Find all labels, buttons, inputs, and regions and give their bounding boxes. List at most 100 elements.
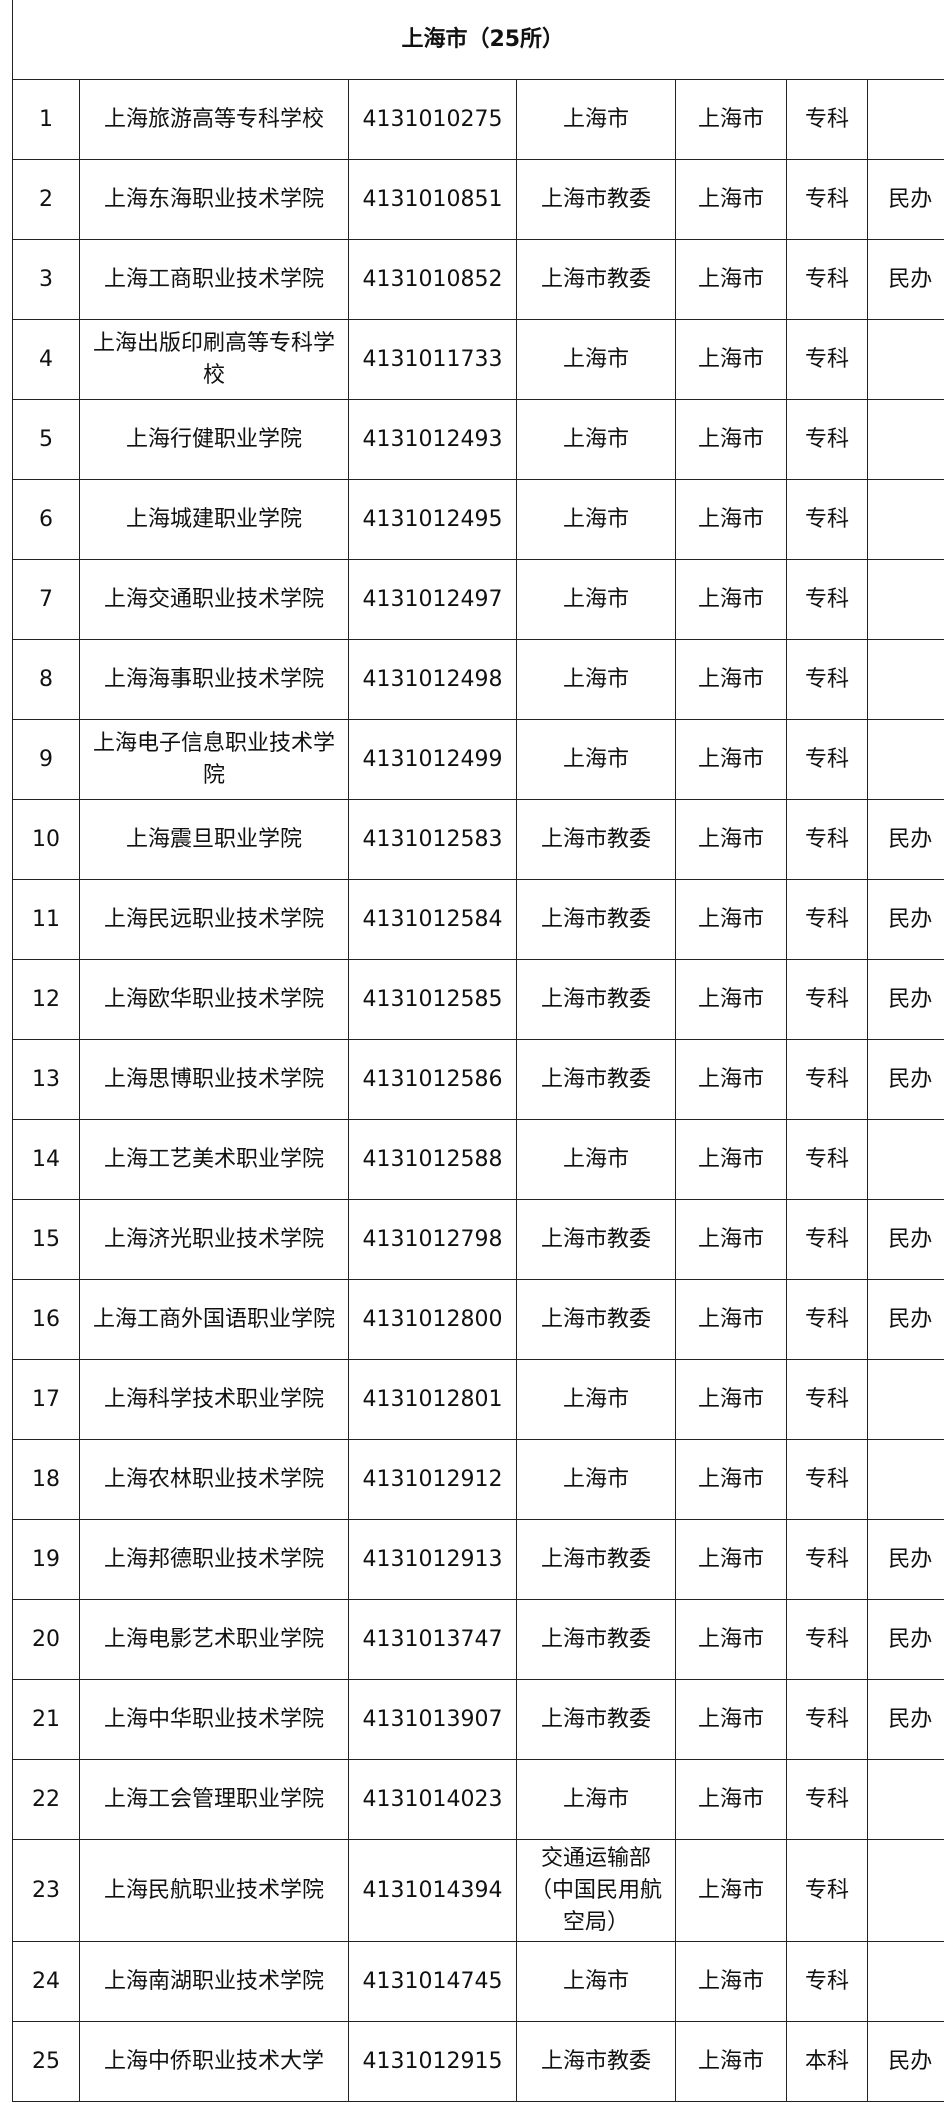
location-cell: 上海市 <box>675 879 787 960</box>
school-name-cell: 上海行健职业学院 <box>79 399 349 480</box>
school-name-cell: 上海中侨职业技术大学 <box>79 2021 349 2102</box>
level-cell: 专科 <box>786 959 868 1040</box>
table-row: 20 上海电影艺术职业学院 4131013747 上海市教委 上海市 专科 民办 <box>12 1599 944 1680</box>
note-cell: 民办 <box>866 879 944 960</box>
level-cell: 专科 <box>786 639 868 720</box>
school-code-cell: 4131010852 <box>348 239 517 320</box>
authority-cell: 上海市 <box>516 399 676 480</box>
note-cell: 民办 <box>866 1039 944 1120</box>
level-cell: 专科 <box>786 1039 868 1120</box>
level-cell: 专科 <box>786 1119 868 1200</box>
school-name-cell: 上海出版印刷高等专科学校 <box>79 319 349 400</box>
authority-cell: 上海市教委 <box>516 1199 676 1280</box>
level-cell: 专科 <box>786 399 868 480</box>
location-cell: 上海市 <box>675 399 787 480</box>
note-cell: 民办 <box>866 799 944 880</box>
row-number-cell: 8 <box>12 639 80 720</box>
school-name-cell: 上海济光职业技术学院 <box>79 1199 349 1280</box>
authority-cell: 上海市教委 <box>516 799 676 880</box>
note-cell: 民办 <box>866 2021 944 2102</box>
school-code-cell: 4131013747 <box>348 1599 517 1680</box>
table-row: 11 上海民远职业技术学院 4131012584 上海市教委 上海市 专科 民办 <box>12 879 944 960</box>
level-cell: 专科 <box>786 1199 868 1280</box>
school-name-cell: 上海城建职业学院 <box>79 479 349 560</box>
level-cell: 专科 <box>786 479 868 560</box>
school-code-cell: 4131014023 <box>348 1759 517 1840</box>
note-cell <box>866 1941 944 2022</box>
school-name-cell: 上海东海职业技术学院 <box>79 159 349 240</box>
location-cell: 上海市 <box>675 959 787 1040</box>
school-code-cell: 4131012798 <box>348 1199 517 1280</box>
table-row: 6 上海城建职业学院 4131012495 上海市 上海市 专科 <box>12 479 944 560</box>
row-number-cell: 15 <box>12 1199 80 1280</box>
authority-cell: 上海市 <box>516 319 676 400</box>
level-cell: 专科 <box>786 719 868 800</box>
row-number-cell: 25 <box>12 2021 80 2102</box>
note-cell <box>866 399 944 480</box>
level-cell: 专科 <box>786 799 868 880</box>
authority-cell: 上海市 <box>516 79 676 160</box>
level-cell: 专科 <box>786 79 868 160</box>
school-code-cell: 4131012912 <box>348 1439 517 1520</box>
school-name-cell: 上海民远职业技术学院 <box>79 879 349 960</box>
row-number-cell: 23 <box>12 1839 80 1942</box>
note-cell: 民办 <box>866 1679 944 1760</box>
authority-cell: 上海市 <box>516 1359 676 1440</box>
level-cell: 专科 <box>786 1279 868 1360</box>
school-code-cell: 4131012800 <box>348 1279 517 1360</box>
note-cell: 民办 <box>866 959 944 1040</box>
school-name-cell: 上海思博职业技术学院 <box>79 1039 349 1120</box>
level-cell: 专科 <box>786 1679 868 1760</box>
level-cell: 专科 <box>786 1519 868 1600</box>
table-row: 2 上海东海职业技术学院 4131010851 上海市教委 上海市 专科 民办 <box>12 159 944 240</box>
schools-table: 上海市（25所） 1 上海旅游高等专科学校 4131010275 上海市 上海市 专科 2 上… <box>11 0 944 2102</box>
school-code-cell: 4131012498 <box>348 639 517 720</box>
location-cell: 上海市 <box>675 1679 787 1760</box>
school-code-cell: 4131012497 <box>348 559 517 640</box>
location-cell: 上海市 <box>675 2021 787 2102</box>
table-row: 15 上海济光职业技术学院 4131012798 上海市教委 上海市 专科 民办 <box>12 1199 944 1280</box>
location-cell: 上海市 <box>675 1359 787 1440</box>
school-name-cell: 上海电子信息职业技术学院 <box>79 719 349 800</box>
note-cell <box>866 719 944 800</box>
school-name-cell: 上海农林职业技术学院 <box>79 1439 349 1520</box>
table-row: 10 上海震旦职业学院 4131012583 上海市教委 上海市 专科 民办 <box>12 799 944 880</box>
authority-cell: 上海市教委 <box>516 1039 676 1120</box>
school-code-cell: 4131012495 <box>348 479 517 560</box>
school-name-cell: 上海民航职业技术学院 <box>79 1839 349 1942</box>
note-cell <box>866 79 944 160</box>
level-cell: 专科 <box>786 1941 868 2022</box>
school-name-cell: 上海工商职业技术学院 <box>79 239 349 320</box>
school-code-cell: 4131012585 <box>348 959 517 1040</box>
row-number-cell: 22 <box>12 1759 80 1840</box>
note-cell <box>866 1759 944 1840</box>
level-cell: 专科 <box>786 1759 868 1840</box>
location-cell: 上海市 <box>675 799 787 880</box>
location-cell: 上海市 <box>675 1941 787 2022</box>
row-number-cell: 17 <box>12 1359 80 1440</box>
table-row: 9 上海电子信息职业技术学院 4131012499 上海市 上海市 专科 <box>12 719 944 800</box>
school-code-cell: 4131012915 <box>348 2021 517 2102</box>
table-row: 4 上海出版印刷高等专科学校 4131011733 上海市 上海市 专科 <box>12 319 944 400</box>
school-code-cell: 4131012586 <box>348 1039 517 1120</box>
row-number-cell: 2 <box>12 159 80 240</box>
school-code-cell: 4131011733 <box>348 319 517 400</box>
note-cell <box>866 559 944 640</box>
row-number-cell: 21 <box>12 1679 80 1760</box>
row-number-cell: 10 <box>12 799 80 880</box>
school-name-cell: 上海交通职业技术学院 <box>79 559 349 640</box>
table-row: 19 上海邦德职业技术学院 4131012913 上海市教委 上海市 专科 民办 <box>12 1519 944 1600</box>
location-cell: 上海市 <box>675 1839 787 1942</box>
table-row: 3 上海工商职业技术学院 4131010852 上海市教委 上海市 专科 民办 <box>12 239 944 320</box>
level-cell: 专科 <box>786 1439 868 1520</box>
note-cell <box>866 1359 944 1440</box>
location-cell: 上海市 <box>675 1119 787 1200</box>
school-code-cell: 4131012583 <box>348 799 517 880</box>
row-number-cell: 1 <box>12 79 80 160</box>
table-row: 16 上海工商外国语职业学院 4131012800 上海市教委 上海市 专科 民办 <box>12 1279 944 1360</box>
school-code-cell: 4131010275 <box>348 79 517 160</box>
note-cell: 民办 <box>866 1519 944 1600</box>
school-name-cell: 上海工艺美术职业学院 <box>79 1119 349 1200</box>
note-cell: 民办 <box>866 159 944 240</box>
location-cell: 上海市 <box>675 319 787 400</box>
